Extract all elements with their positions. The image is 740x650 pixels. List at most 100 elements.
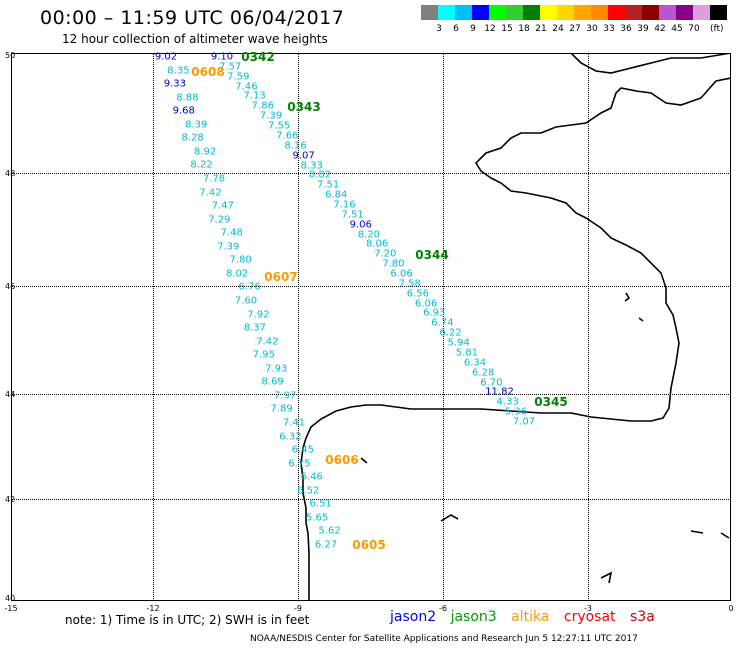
lat-label: 48 (5, 169, 16, 178)
coastline-uk (570, 53, 731, 74)
swh-value: 7.97 (273, 390, 297, 402)
lon-label: -9 (294, 604, 302, 613)
swh-value: 8.28 (181, 132, 204, 144)
swh-value: 9.33 (163, 78, 187, 90)
swh-value: 7.80 (229, 254, 252, 266)
swh-value: 6.06 (390, 268, 413, 280)
grid-lon-12 (153, 53, 154, 601)
swh-value: 6.74 (431, 317, 454, 329)
island-3 (440, 514, 459, 522)
swh-value: 6.32 (279, 431, 302, 443)
swh-value: 7.86 (251, 100, 274, 112)
swh-value: 8.02 (225, 268, 249, 280)
lat-label: 40 (5, 594, 16, 603)
satellite-legend: jason2 jason3 altika cryosat s3a (390, 609, 665, 625)
swh-value: 8.33 (300, 160, 323, 171)
swh-value: 6.51 (309, 498, 332, 510)
swh-value: 5.94 (447, 337, 470, 349)
scale-swatch (455, 5, 472, 20)
swh-value: 5.36 (504, 406, 527, 418)
grid-lat-48 (11, 173, 731, 174)
credit-line: NOAA/NESDIS Center for Satellite Applica… (250, 634, 638, 644)
swh-value: 7.59 (227, 71, 250, 83)
swh-value: 8.35 (167, 65, 190, 77)
lat-label: 46 (5, 282, 16, 291)
note-text: note: 1) Time is in UTC; 2) SWH is in fe… (65, 613, 310, 627)
scale-swatch (472, 5, 489, 20)
island-5 (360, 457, 368, 464)
scale-swatch (659, 5, 676, 20)
swh-value: 6.52 (297, 485, 320, 497)
island-2 (638, 317, 644, 322)
swh-value: 7.57 (219, 61, 242, 73)
scale-swatch (421, 5, 438, 20)
lon-label: -15 (4, 604, 18, 613)
lat-label: 50 (5, 51, 16, 60)
swh-value: 9.07 (292, 150, 315, 162)
swh-value: 5.81 (455, 347, 478, 359)
swh-value: 7.78 (202, 173, 226, 185)
pass-label: 0606 (325, 453, 359, 467)
swh-value: 7.13 (243, 90, 266, 102)
sat-jason2: jason2 (390, 609, 437, 625)
pass-label: 0608 (191, 65, 225, 79)
island-4 (600, 571, 613, 584)
swh-value: 8.69 (261, 376, 284, 388)
swh-value: 7.92 (247, 309, 270, 321)
swh-value: 7.48 (220, 227, 243, 239)
lat-label: 42 (5, 495, 16, 504)
grid-lat-46 (11, 286, 731, 287)
swh-value: 5.62 (318, 525, 341, 537)
island-1 (624, 292, 631, 302)
swh-value: 7.55 (267, 120, 291, 132)
grid-lon-6 (443, 53, 444, 601)
scale-swatch (523, 5, 540, 20)
swh-value: 7.95 (252, 349, 275, 361)
swh-value: 7.51 (316, 179, 340, 191)
lon-label: -3 (584, 604, 592, 613)
swh-value: 9.10 (210, 51, 234, 63)
swh-value: 8.20 (357, 229, 381, 241)
scale-swatch (438, 5, 455, 20)
swh-value: 7.46 (235, 81, 258, 93)
scale-label: 42 (654, 24, 666, 34)
swh-value: 6.56 (406, 288, 430, 300)
scale-label: 24 (552, 24, 564, 34)
swh-value: 8.37 (243, 322, 267, 334)
pass-label: 0345 (534, 395, 568, 409)
lat-label: 44 (5, 390, 16, 399)
swh-value: 5.65 (305, 512, 329, 524)
swh-value: 7.89 (270, 403, 293, 415)
pass-label: 0342 (241, 50, 275, 64)
scale-swatch (574, 5, 591, 20)
swh-value: 7.66 (276, 130, 299, 142)
swh-value: 7.42 (199, 187, 222, 199)
island-6 (690, 530, 704, 534)
scale-swatch (608, 5, 625, 20)
scale-label: 33 (603, 24, 615, 34)
scale-label: 9 (470, 24, 476, 34)
scale-label: 30 (586, 24, 598, 34)
swh-value: 8.06 (365, 238, 389, 250)
swh-value: 7.60 (234, 295, 258, 307)
scale-label: 3 (436, 24, 442, 34)
swh-value: 7.51 (341, 209, 364, 221)
map-frame (11, 53, 731, 601)
scale-swatch (693, 5, 710, 20)
scale-swatch (557, 5, 574, 20)
scale-label: 36 (620, 24, 632, 34)
swh-value: 8.16 (284, 140, 307, 152)
swh-value: 7.20 (374, 248, 397, 260)
scale-label: 21 (535, 24, 547, 34)
swh-value: 7.16 (333, 199, 356, 211)
scale-label: 70 (688, 24, 700, 34)
swh-value: 11.82 (485, 386, 514, 398)
pass-label: 0344 (415, 248, 449, 262)
swh-value: 6.27 (314, 539, 338, 551)
pass-label: 0607 (264, 270, 298, 284)
swh-value: 7.42 (256, 336, 279, 348)
pass-label: 0605 (352, 538, 386, 552)
scale-swatch (540, 5, 557, 20)
swh-value: 8.92 (193, 146, 217, 158)
island-7 (720, 532, 730, 539)
